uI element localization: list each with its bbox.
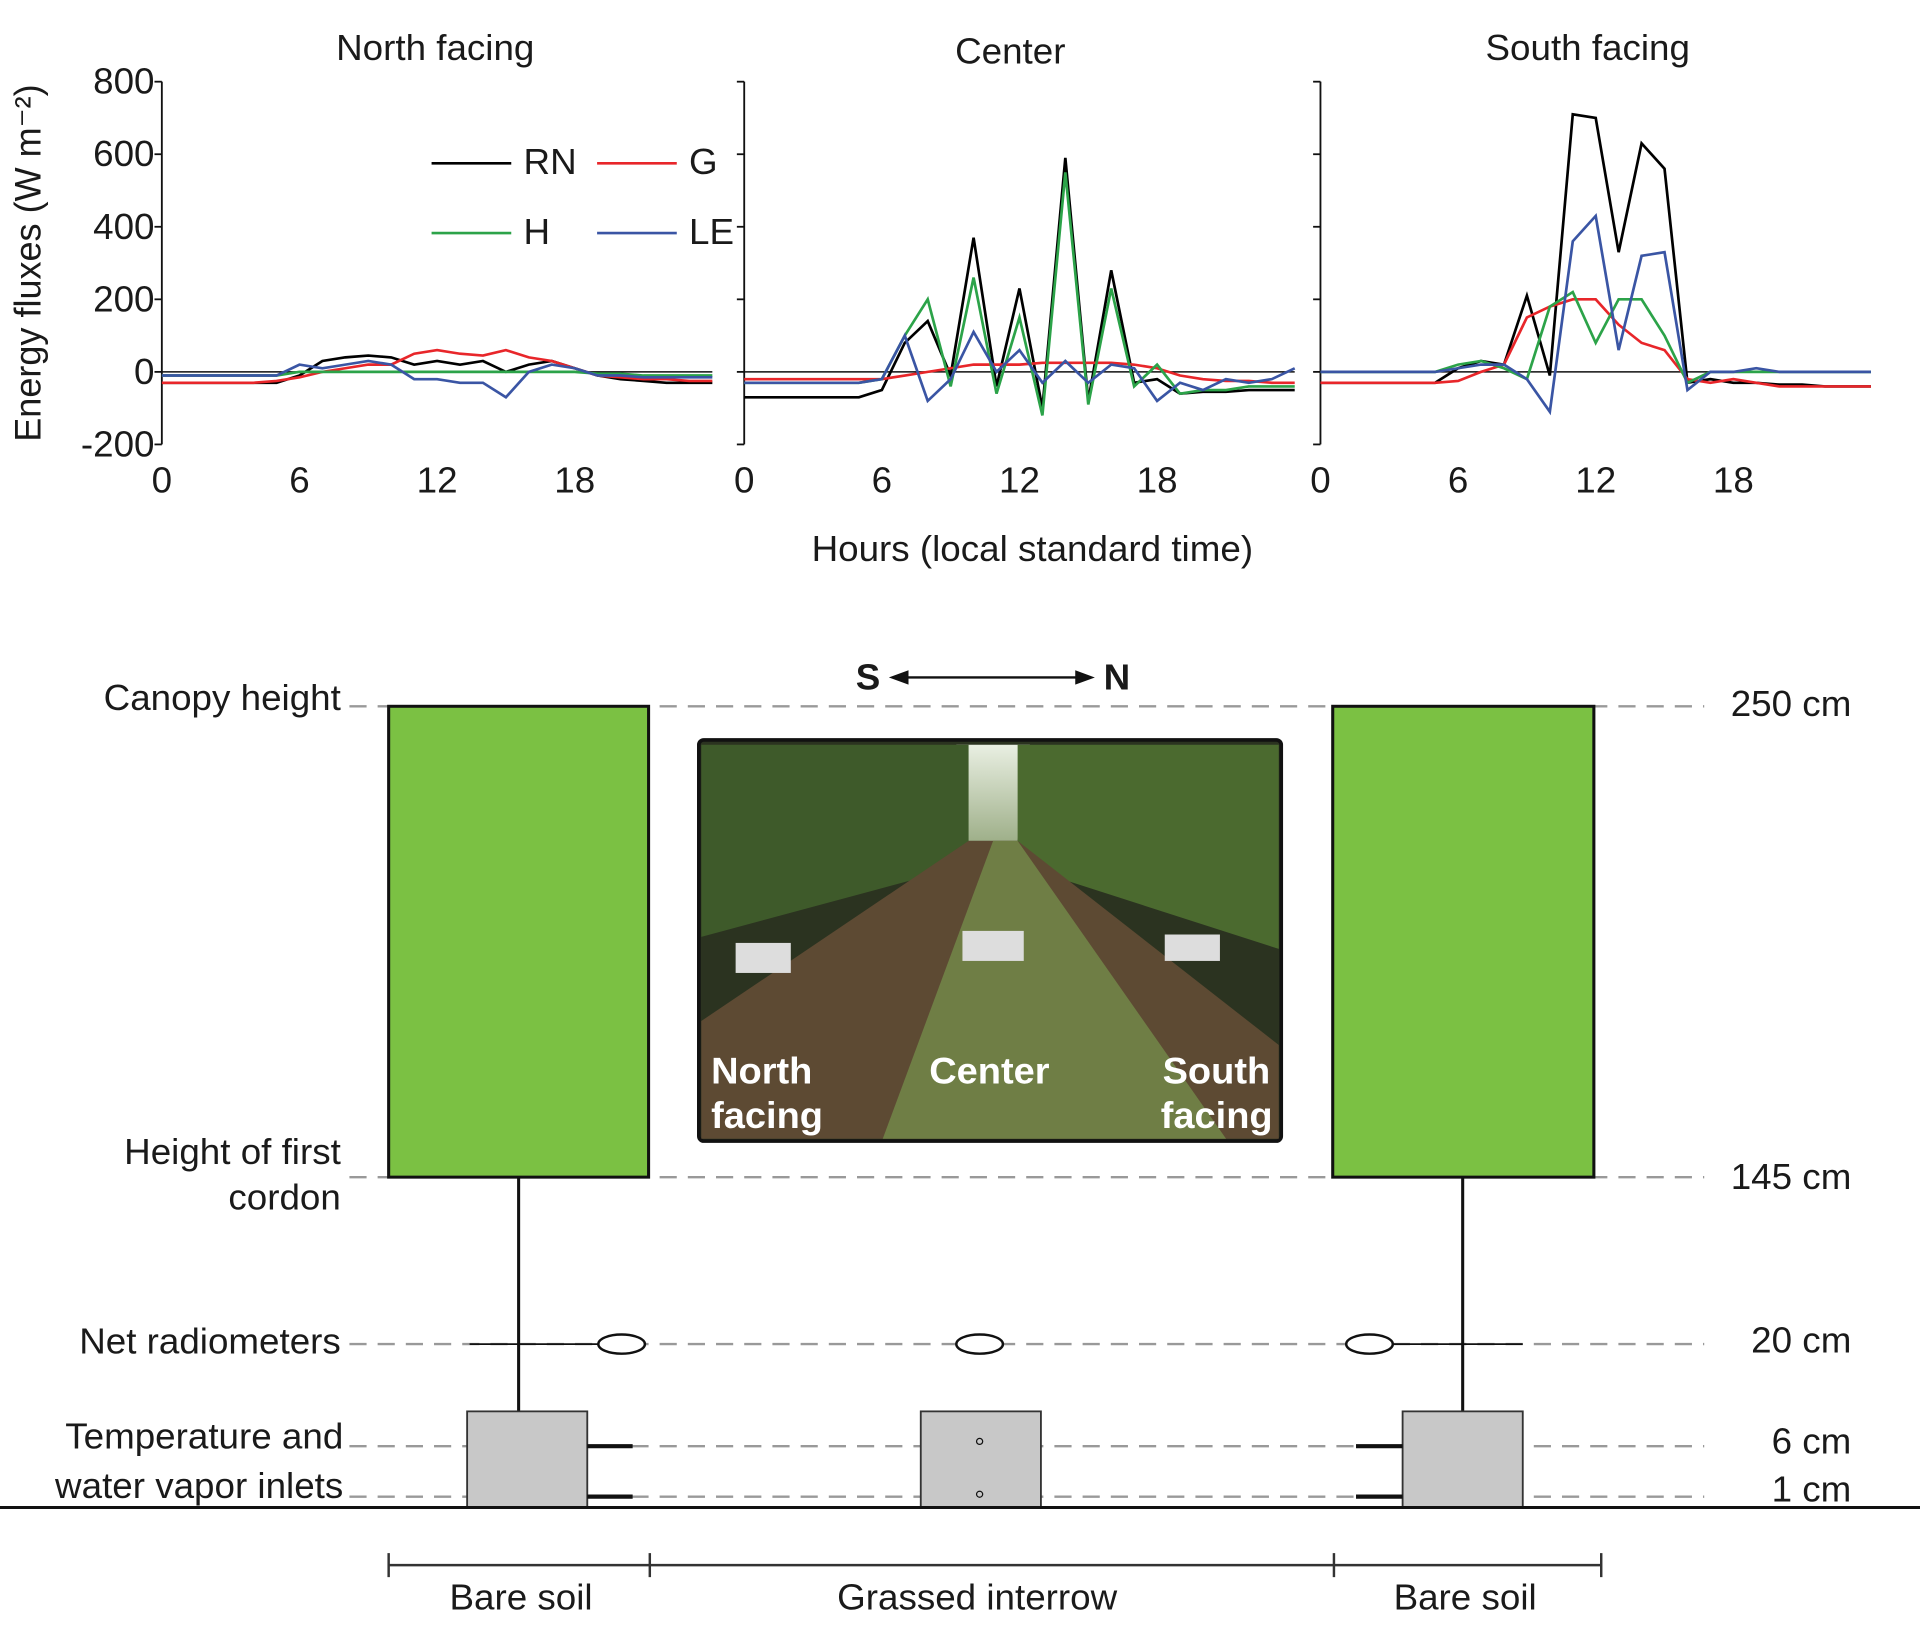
x-tick-label: 0 xyxy=(152,460,172,501)
photo: North facing Center South facing xyxy=(697,738,1284,1143)
x-tick-label: 18 xyxy=(1713,460,1754,501)
height-label: 6 cm xyxy=(1772,1421,1852,1462)
direction-label: N xyxy=(1104,657,1131,698)
radiometer xyxy=(1344,1333,1395,1355)
direction-label: S xyxy=(856,657,881,698)
series-line xyxy=(1320,212,1871,416)
height-label: 145 cm xyxy=(1731,1156,1852,1197)
height-label: 20 cm xyxy=(1751,1320,1851,1361)
photo-foliage xyxy=(701,744,969,937)
level-label: water vapor inlets xyxy=(54,1465,343,1506)
x-tick-label: 12 xyxy=(1575,460,1616,501)
zone-label: Bare soil xyxy=(450,1577,593,1618)
chart-title: North facing xyxy=(336,27,534,68)
chart-title: Center xyxy=(955,31,1065,72)
photo-label: Center xyxy=(929,1050,1050,1092)
photo-label: South xyxy=(1163,1050,1271,1092)
diagram: Bare soil Grassed interrow Bare soil Can… xyxy=(0,657,1920,1618)
x-axis-label: Hours (local standard time) xyxy=(812,528,1254,569)
photo-box xyxy=(735,942,791,973)
series-line xyxy=(744,157,1295,409)
height-label: 1 cm xyxy=(1772,1469,1852,1510)
level-label: Temperature and xyxy=(65,1416,343,1457)
series-line xyxy=(1320,298,1871,388)
y-axis-label: Energy fluxes (W m⁻²) xyxy=(7,84,48,441)
x-tick-label: 18 xyxy=(554,460,595,501)
photo-label: facing xyxy=(1161,1094,1273,1136)
analyzer-box xyxy=(466,1410,589,1509)
y-tick-label: 0 xyxy=(134,351,154,392)
level-label: Height of first xyxy=(124,1131,341,1172)
y-tick-label: -200 xyxy=(81,424,155,465)
canopy xyxy=(387,704,651,1179)
photo-label: facing xyxy=(711,1094,823,1136)
level-label: Canopy height xyxy=(104,677,341,718)
photo-sky xyxy=(956,744,1030,841)
series-line xyxy=(161,348,713,385)
x-tick-label: 6 xyxy=(289,460,309,501)
inlet xyxy=(975,1437,984,1446)
inlet xyxy=(975,1490,984,1498)
legend-label: G xyxy=(689,142,718,183)
canopy xyxy=(1331,704,1596,1179)
series-line xyxy=(1320,290,1871,385)
legend-label: RN xyxy=(524,142,577,183)
x-tick-label: 0 xyxy=(734,460,754,501)
level-label: Net radiometers xyxy=(79,1321,341,1362)
y-tick-label: 600 xyxy=(93,134,154,175)
legend-label: LE xyxy=(689,211,734,252)
photo-foliage xyxy=(1017,744,1279,949)
zone-label: Grassed interrow xyxy=(837,1577,1118,1618)
photo-label: North xyxy=(711,1050,812,1092)
photo-grass xyxy=(882,840,1227,1139)
series-line xyxy=(161,359,713,399)
y-tick-label: 400 xyxy=(93,206,154,247)
x-tick-label: 0 xyxy=(1310,460,1330,501)
x-tick-label: 12 xyxy=(999,460,1040,501)
series-line xyxy=(744,329,1296,404)
x-tick-label: 6 xyxy=(1448,460,1468,501)
y-tick-label: 200 xyxy=(93,279,154,320)
analyzer-box xyxy=(919,1410,1042,1509)
legend-label: H xyxy=(524,211,551,252)
analyzer-box xyxy=(1401,1410,1524,1509)
radiometer xyxy=(597,1333,647,1355)
level-label: cordon xyxy=(228,1177,340,1218)
y-tick-label: 800 xyxy=(93,61,154,102)
series-line xyxy=(744,361,1295,385)
height-label: 250 cm xyxy=(1731,683,1852,724)
x-tick-label: 12 xyxy=(417,460,458,501)
photo-box xyxy=(962,930,1024,961)
photo-box xyxy=(1164,934,1220,961)
x-tick-label: 6 xyxy=(872,460,892,501)
zone-label: Bare soil xyxy=(1394,1577,1537,1618)
x-tick-label: 18 xyxy=(1137,460,1178,501)
chart-title: South facing xyxy=(1486,27,1690,68)
radiometer xyxy=(955,1333,1005,1355)
